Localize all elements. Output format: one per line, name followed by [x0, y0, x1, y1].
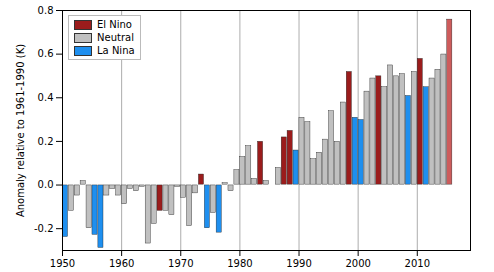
svg-text:0.2: 0.2: [38, 136, 54, 147]
svg-text:0.6: 0.6: [38, 48, 54, 59]
svg-text:1960: 1960: [109, 258, 134, 269]
html-text:El Nino: El Nino: [97, 19, 132, 30]
svg-text:1990: 1990: [286, 258, 311, 269]
svg-text:1980: 1980: [227, 258, 252, 269]
svg-text:Anomaly relative to 1961-1990: Anomaly relative to 1961-1990 (K): [15, 44, 26, 217]
svg-text:-0.2: -0.2: [34, 223, 54, 234]
svg-text:1950: 1950: [50, 258, 75, 269]
svg-text:0.4: 0.4: [38, 92, 54, 103]
svg-text:2000: 2000: [345, 258, 370, 269]
svg-text:0.8: 0.8: [38, 5, 54, 16]
svg-text:0.0: 0.0: [38, 179, 54, 190]
svg-text:1970: 1970: [168, 258, 193, 269]
html-text:Neutral: Neutral: [97, 32, 134, 43]
svg-text:2010: 2010: [405, 258, 430, 269]
html-text:La Nina: La Nina: [97, 45, 135, 56]
